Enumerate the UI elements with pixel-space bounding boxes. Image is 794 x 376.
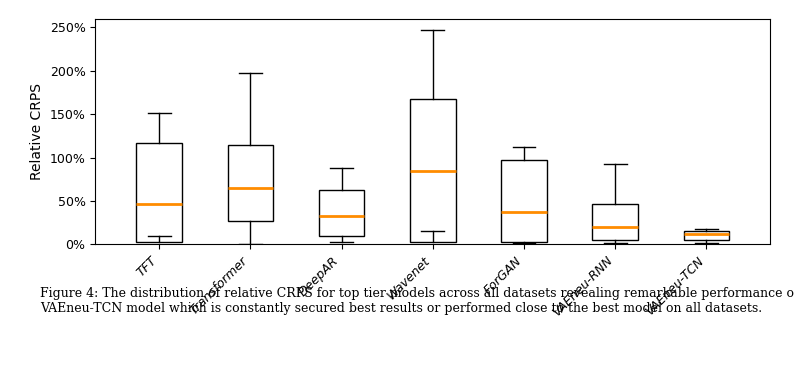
- PathPatch shape: [501, 160, 547, 242]
- Text: Figure 4: The distribution of relative CRPS for top tier models across all datas: Figure 4: The distribution of relative C…: [40, 287, 794, 314]
- PathPatch shape: [228, 145, 273, 221]
- PathPatch shape: [410, 100, 456, 242]
- Y-axis label: Relative CRPS: Relative CRPS: [30, 83, 44, 180]
- PathPatch shape: [137, 143, 182, 242]
- PathPatch shape: [592, 204, 638, 240]
- PathPatch shape: [684, 231, 729, 240]
- PathPatch shape: [318, 190, 364, 236]
